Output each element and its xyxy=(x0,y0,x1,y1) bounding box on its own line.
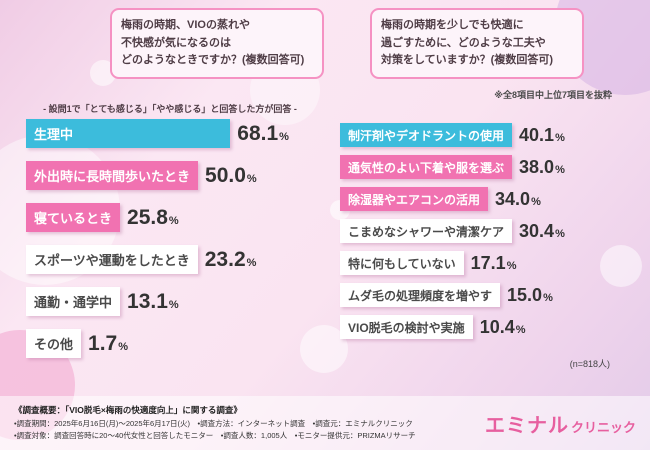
bubble-decoration xyxy=(600,245,642,287)
bar-row: スポーツや運動をしたとき 23.2% xyxy=(26,245,334,274)
bar-row: ムダ毛の処理頻度を増やす 15.0% xyxy=(340,283,644,307)
top-items-note: ※全8項目中上位7項目を抜粋 xyxy=(494,90,612,100)
bar-row: 通気性のよい下着や服を選ぶ 38.0% xyxy=(340,155,644,179)
question-bubble-left: 梅雨の時期、VIOの蒸れや 不快感が気になるのは どのようなときですか？(複数回… xyxy=(110,8,324,79)
bar-pink: 除湿器やエアコンの活用 xyxy=(340,187,489,211)
left-chart-subtitle: - 設問1で「とても感じる」「やや感じる」と回答した方が回答 - xyxy=(43,104,297,114)
bar-label: 生理中 xyxy=(34,127,74,142)
eminal-clinic-logo: エミナル クリニック xyxy=(485,409,636,438)
question-right-line1: 梅雨の時期を少しでも快適に xyxy=(381,19,524,31)
bar-white: VIO脱毛の検討や実施 xyxy=(340,315,473,339)
bar-label: スポーツや運動をしたとき xyxy=(34,253,190,268)
bar-cyan: 制汗剤やデオドラントの使用 xyxy=(340,123,513,147)
bar-label: 制汗剤やデオドラントの使用 xyxy=(348,128,505,143)
bar-label: 通気性のよい下着や服を選ぶ xyxy=(348,160,505,175)
bar-cyan: 生理中 xyxy=(26,119,231,148)
survey-overview: 《調査概要：「VIO脱毛×梅雨の快適度向上」に関する調査》 •調査期間：2025… xyxy=(14,404,416,442)
bar-white: その他 xyxy=(26,329,82,358)
bar-row: 外出時に長時間歩いたとき 50.0% xyxy=(26,161,334,190)
bar-label: その他 xyxy=(34,337,74,352)
bar-row: 通勤・通学中 13.1% xyxy=(26,287,334,316)
question-bubble-right: 梅雨の時期を少しでも快適に 過ごすために、どのような工夫や 対策をしていますか？… xyxy=(370,8,584,79)
survey-overview-line1: •調査期間：2025年6月16日(月)～2025年6月17日(火) •調査方法：… xyxy=(14,418,413,428)
bar-label: 除湿器やエアコンの活用 xyxy=(348,192,481,207)
bar-value: 34.0% xyxy=(495,188,541,209)
survey-footer: 《調査概要：「VIO脱毛×梅雨の快適度向上」に関する調査》 •調査期間：2025… xyxy=(0,396,650,450)
bar-value: 68.1% xyxy=(237,121,289,145)
question-left-line3: どのようなときですか？(複数回答可) xyxy=(121,54,305,67)
question-left-line2: 不快感が気になるのは xyxy=(121,36,231,49)
bar-value: 30.4% xyxy=(519,220,565,241)
bar-row: 特に何もしていない 17.1% xyxy=(340,251,644,275)
question-left-line1: 梅雨の時期、VIOの蒸れや xyxy=(121,19,250,31)
bar-value: 13.1% xyxy=(127,289,179,313)
bar-white: 通勤・通学中 xyxy=(26,287,121,316)
bar-row: 除湿器やエアコンの活用 34.0% xyxy=(340,187,644,211)
bar-value: 10.4% xyxy=(479,316,526,337)
bar-row: 生理中 68.1% xyxy=(26,119,334,148)
bar-label: 特に何もしていない xyxy=(348,256,456,271)
bar-value: 50.0% xyxy=(205,163,257,187)
left-bar-chart: 生理中 68.1% 外出時に長時間歩いたとき 50.0% 寝ているとき 25.8% スポーツ… xyxy=(26,119,334,358)
question-right-line2: 過ごすために、どのような工夫や xyxy=(381,36,546,49)
bar-label: 通勤・通学中 xyxy=(34,295,113,310)
bar-row: VIO脱毛の検討や実施 10.4% xyxy=(340,315,644,339)
bar-value: 15.0% xyxy=(507,284,553,305)
bar-white: 特に何もしていない xyxy=(340,251,464,275)
survey-overview-line2: •調査対象：調査回答時に20～40代女性と回答したモニター •調査人数：1,00… xyxy=(14,430,416,440)
bar-value: 1.7% xyxy=(88,331,128,355)
bar-pink: 通気性のよい下着や服を選ぶ xyxy=(340,155,513,179)
bar-row: こまめなシャワーや清潔ケア 30.4% xyxy=(340,219,644,243)
bar-label: 寝ているとき xyxy=(34,211,113,226)
logo-sub-text: クリニック xyxy=(570,419,636,435)
bar-label: こまめなシャワーや清潔ケア xyxy=(348,224,505,239)
bar-label: VIO脱毛の検討や実施 xyxy=(348,320,465,335)
bar-value: 23.2% xyxy=(204,247,257,271)
right-bar-chart: 制汗剤やデオドラントの使用 40.1% 通気性のよい下着や服を選ぶ 38.0% 除湿器や… xyxy=(340,123,644,339)
survey-overview-title: 《調査概要：「VIO脱毛×梅雨の快適度向上」に関する調査》 xyxy=(14,405,242,416)
bar-value: 38.0% xyxy=(519,156,565,177)
bar-label: ムダ毛の処理頻度を増やす xyxy=(348,288,493,303)
bar-row: その他 1.7% xyxy=(26,329,334,358)
bar-label: 外出時に長時間歩いたとき xyxy=(34,169,191,184)
bar-row: 寝ているとき 25.8% xyxy=(26,203,334,232)
logo-main-text: エミナル xyxy=(484,414,569,437)
bar-row: 制汗剤やデオドラントの使用 40.1% xyxy=(340,123,644,147)
bar-white: こまめなシャワーや清潔ケア xyxy=(340,219,513,243)
bar-white: スポーツや運動をしたとき xyxy=(26,245,198,274)
bar-white: ムダ毛の処理頻度を増やす xyxy=(340,283,501,307)
sample-size-note: (n=818人) xyxy=(569,359,610,369)
bar-value: 25.8% xyxy=(127,205,179,229)
bar-value: 17.1% xyxy=(470,252,517,273)
bar-pink: 寝ているとき xyxy=(26,203,121,232)
question-right-line3: 対策をしていますか？(複数回答可) xyxy=(381,54,553,67)
bar-pink: 外出時に長時間歩いたとき xyxy=(26,161,199,190)
bar-value: 40.1% xyxy=(519,124,565,145)
